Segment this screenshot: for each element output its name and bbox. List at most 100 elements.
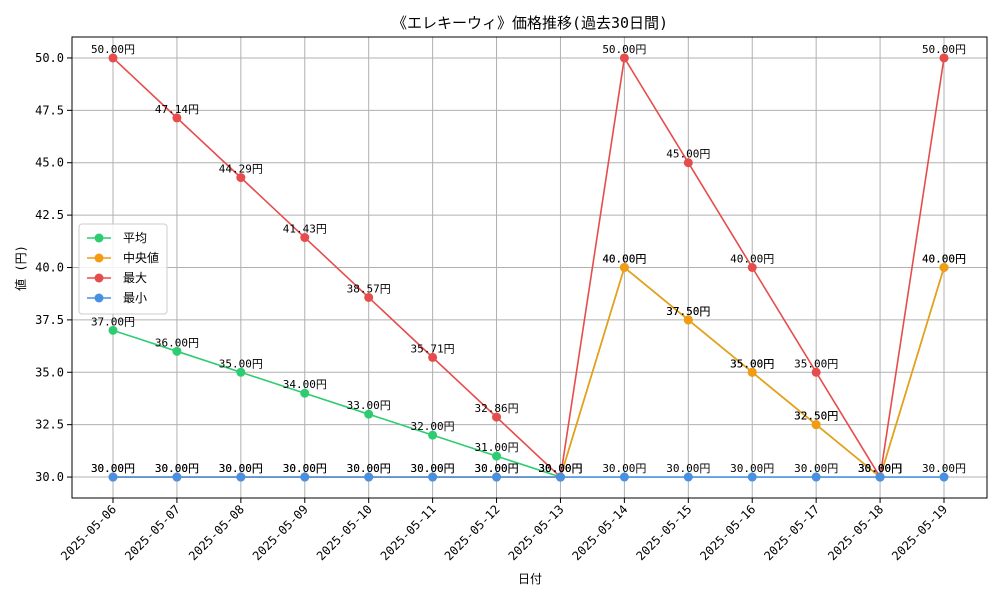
y-tick-label: 32.5 (35, 418, 64, 432)
data-label: 40.00円 (922, 253, 966, 266)
y-tick-label: 50.0 (35, 51, 64, 65)
data-label: 32.50円 (794, 410, 838, 423)
data-label: 30.00円 (219, 462, 263, 475)
data-label: 38.57円 (347, 282, 391, 295)
series-point-3 (875, 472, 885, 482)
y-axis-ticks: 30.0 32.5 35.0 37.5 40.0 42.5 45.0 47.5 50.0 (35, 51, 72, 484)
chart-title: 《エレキーウィ》価格推移(過去30日間) (392, 14, 668, 32)
data-label: 32.50円 (794, 410, 838, 423)
data-label: 30.00円 (538, 462, 582, 475)
data-label: 44.29円 (219, 163, 263, 176)
x-tick-label: 2025-05-06 (58, 502, 119, 563)
x-axis-ticks: 2025-05-06 2025-05-07 2025-05-08 2025-05-09… (58, 498, 950, 563)
y-tick-label: 37.5 (35, 313, 64, 327)
series-lines (108, 53, 949, 482)
data-label: 30.00円 (538, 462, 582, 475)
data-labels: 37.00円 36.00円 35.00円 34.00円 33.00円 32.00円 31.0… (91, 43, 966, 475)
data-label: 30.00円 (283, 462, 327, 475)
series-point-1 (939, 263, 949, 272)
series-point-3 (428, 472, 438, 482)
data-label: 30.00円 (666, 462, 710, 475)
legend-box (78, 223, 168, 315)
legend-label: 最小 (123, 291, 147, 305)
series-point-1 (619, 263, 629, 272)
data-label: 36.00円 (155, 336, 199, 349)
series-point-3 (555, 472, 565, 482)
data-label: 35.71円 (411, 342, 455, 355)
data-label: 40.00円 (602, 253, 646, 266)
data-label: 35.00円 (730, 357, 774, 370)
series-point-3 (108, 472, 118, 482)
series-point-2 (428, 352, 438, 362)
series-point-3 (619, 472, 629, 482)
series-point-3 (811, 472, 821, 482)
data-label: 35.00円 (219, 357, 263, 370)
series-point-2 (683, 158, 693, 168)
data-label: 50.00円 (922, 43, 966, 56)
series-point-3 (172, 472, 182, 482)
series-point-2 (172, 113, 182, 123)
x-axis-label: 日付 (518, 572, 542, 586)
data-label: 37.50円 (666, 305, 710, 318)
data-label: 50.00円 (91, 43, 135, 56)
series-point-3 (300, 472, 310, 482)
x-tick-label: 2025-05-08 (186, 502, 247, 563)
data-label: 40.00円 (922, 253, 966, 266)
data-label: 30.00円 (858, 462, 902, 475)
data-label: 37.50円 (666, 305, 710, 318)
legend-marker (94, 293, 104, 303)
series-point-0 (172, 346, 182, 356)
x-tick-label: 2025-05-10 (314, 502, 375, 563)
series-point-2 (236, 173, 246, 183)
data-label: 30.00円 (538, 462, 582, 475)
x-tick-label: 2025-05-13 (506, 502, 567, 563)
series-point-1 (811, 420, 821, 430)
x-tick-label: 2025-05-07 (122, 502, 183, 563)
plot-frame (71, 36, 988, 499)
y-tick-label: 35.0 (35, 365, 64, 379)
series-point-1 (683, 315, 693, 325)
x-tick-label: 2025-05-15 (633, 502, 694, 563)
data-label: 32.86円 (474, 402, 518, 415)
data-label: 30.00円 (538, 462, 582, 475)
y-tick-label: 45.0 (35, 156, 64, 170)
x-tick-label: 2025-05-11 (378, 502, 439, 563)
series-point-3 (492, 472, 502, 482)
data-label: 34.00円 (283, 378, 327, 391)
x-tick-label: 2025-05-17 (761, 502, 822, 563)
series-point-0 (300, 388, 310, 398)
data-label: 45.00円 (666, 148, 710, 161)
data-label: 32.00円 (411, 420, 455, 433)
series-point-2 (108, 53, 118, 63)
data-label: 40.00円 (602, 253, 646, 266)
x-tick-label: 2025-05-12 (442, 502, 503, 563)
series-point-0 (236, 367, 246, 377)
data-label: 30.00円 (730, 462, 774, 475)
data-label: 50.00円 (602, 43, 646, 56)
series-point-2 (811, 367, 821, 377)
data-label: 33.00円 (347, 399, 391, 412)
legend-marker (94, 253, 104, 263)
x-tick-label: 2025-05-19 (889, 502, 950, 563)
data-label: 30.00円 (347, 462, 391, 475)
series-point-3 (683, 472, 693, 482)
series-point-0 (492, 451, 502, 461)
series-point-3 (364, 472, 374, 482)
data-label: 35.00円 (730, 357, 774, 370)
series-point-2 (492, 412, 502, 422)
x-tick-label: 2025-05-09 (250, 502, 311, 563)
data-label: 30.00円 (91, 462, 135, 475)
legend-label: 中央値 (123, 250, 159, 265)
series-point-2 (939, 53, 949, 63)
data-label: 31.00円 (474, 441, 518, 454)
data-label: 41.43円 (283, 223, 327, 236)
y-axis-label: 値 (円) (13, 245, 28, 291)
x-tick-label: 2025-05-18 (825, 502, 886, 563)
data-label: 30.00円 (411, 462, 455, 475)
series-point-0 (364, 409, 374, 419)
data-label: 35.00円 (794, 357, 838, 370)
data-label: 30.00円 (858, 462, 902, 475)
x-tick-label: 2025-05-16 (697, 502, 758, 563)
